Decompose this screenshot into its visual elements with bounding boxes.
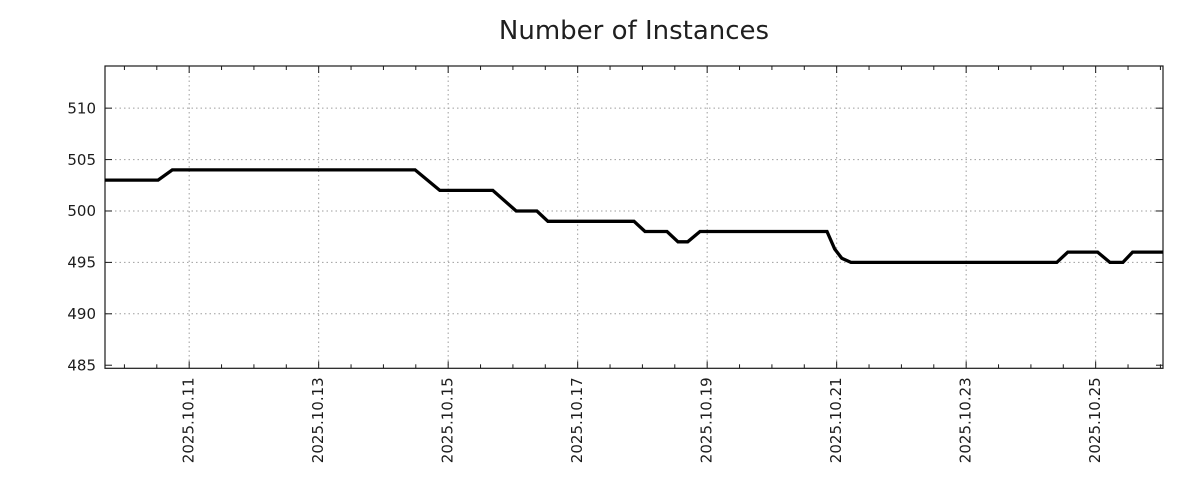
x-tick-label: 2025.10.11 [180,377,198,463]
series-line-instances [105,168,1163,265]
y-tick-label: 505 [67,151,96,169]
chart-title: Number of Instances [499,16,769,46]
grid-layer [106,67,1162,368]
plot-border [104,65,1164,369]
y-tick-label: 495 [67,254,96,272]
y-tick-label: 510 [67,99,96,117]
x-tick-label: 2025.10.23 [957,377,975,463]
x-tick-label: 2025.10.13 [309,377,327,463]
x-tick-label: 2025.10.25 [1086,377,1104,463]
y-tick-label: 500 [67,202,96,220]
y-tick-label: 490 [67,305,96,323]
y-tick-label: 485 [67,356,96,374]
series-layer [105,168,1163,265]
x-tick-label: 2025.10.17 [568,377,586,463]
x-tick-label: 2025.10.15 [439,377,457,463]
axis-layer: 485 490 495 500 505 510 2025.10.11 2025.10.13 20… [67,65,1164,463]
x-tick-label: 2025.10.21 [827,377,845,463]
x-tick-label: 2025.10.19 [698,377,716,463]
